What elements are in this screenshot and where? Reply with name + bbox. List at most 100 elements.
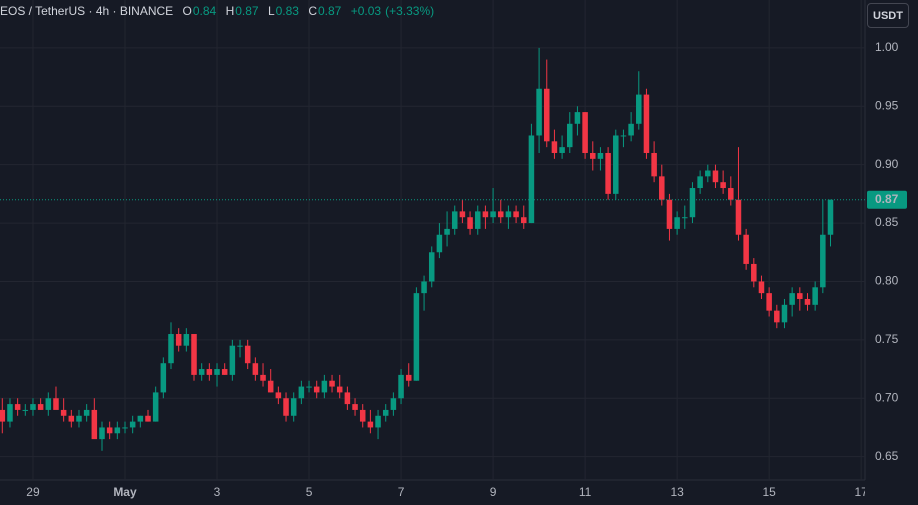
candle-body — [298, 386, 305, 399]
candle-body — [267, 380, 274, 393]
candle-body — [697, 176, 703, 189]
candle-body — [60, 409, 67, 416]
candle-body — [129, 421, 136, 428]
candle-body — [45, 398, 52, 410]
currency-button[interactable]: USDT — [867, 3, 909, 28]
candle-body — [76, 415, 82, 422]
candle-body — [789, 293, 795, 305]
candle-body — [474, 211, 481, 229]
candle-body — [283, 398, 289, 416]
candle-body — [198, 369, 205, 375]
open-label: O — [182, 4, 192, 18]
candle-body — [37, 404, 44, 410]
x-tick-label: 3 — [214, 485, 221, 499]
candle-body — [229, 345, 236, 375]
candle-body — [574, 112, 581, 124]
high-label: H — [225, 4, 235, 18]
candle-body — [643, 94, 650, 153]
y-tick-label: 0.90 — [875, 157, 899, 171]
candle-body — [398, 374, 404, 399]
legend-header: EOS / TetherUS · 4h · BINANCE O0.84 H0.8… — [0, 4, 440, 18]
candle-body — [145, 415, 151, 422]
candle-body — [344, 392, 351, 405]
candle-body — [735, 199, 742, 235]
candle-body — [405, 374, 412, 381]
y-tick-label: 0.85 — [875, 215, 899, 229]
candle-body — [613, 135, 619, 194]
candle-body — [221, 369, 228, 375]
last-price-box — [867, 190, 907, 209]
y-tick-label: 1.00 — [875, 40, 899, 54]
x-tick-label: 15 — [762, 485, 776, 499]
candle-body — [214, 369, 220, 375]
candle-body — [191, 334, 197, 375]
candle-body — [774, 310, 780, 323]
x-tick-label: 11 — [579, 485, 592, 499]
candle-body — [106, 427, 113, 434]
candle-body — [705, 170, 711, 177]
candle-body — [428, 252, 435, 282]
symbol: EOS / TetherUS · 4h · BINANCE — [0, 4, 174, 18]
x-tick-label: May — [113, 485, 137, 499]
low-value: 0.83 — [275, 4, 299, 18]
candle-body — [490, 211, 496, 218]
candle-body — [804, 298, 811, 305]
candle-body — [743, 234, 749, 264]
candle-body — [7, 404, 13, 422]
candle-body — [505, 211, 512, 218]
candle-body — [91, 409, 98, 440]
candle-body — [321, 380, 328, 393]
candle-body — [543, 88, 550, 142]
candle-body — [183, 334, 190, 346]
candle-body — [758, 281, 765, 294]
x-tick-label: 9 — [490, 485, 497, 499]
candle-body — [290, 398, 297, 416]
change: +0.03 — [350, 4, 382, 18]
candle-body — [536, 88, 542, 136]
candle-body — [451, 211, 458, 229]
candle-body — [137, 415, 144, 422]
x-tick-label: 5 — [306, 485, 313, 499]
candle-body — [22, 409, 29, 411]
candle-body — [528, 135, 535, 224]
candle-body — [390, 398, 397, 410]
candle-body — [444, 228, 450, 235]
close-label: C — [308, 4, 317, 18]
x-tick-label: 29 — [26, 485, 40, 499]
candle-body — [352, 404, 358, 410]
candle-body — [237, 345, 243, 347]
candle-body — [728, 188, 734, 200]
candle-body — [827, 199, 834, 235]
candle-body — [674, 217, 680, 229]
candle-body — [413, 293, 420, 381]
candle-body — [336, 386, 343, 393]
candle-body — [122, 427, 128, 429]
candle-body — [244, 345, 251, 364]
candle-body — [359, 409, 366, 422]
y-tick-label: 0.95 — [875, 98, 899, 112]
candle-body — [513, 211, 519, 218]
candle-body — [367, 421, 374, 428]
candle-body — [152, 392, 159, 422]
candle-body — [313, 386, 320, 393]
candle-body — [99, 427, 105, 440]
high-value: 0.87 — [235, 4, 259, 18]
candle-body — [636, 94, 642, 124]
candle-body — [175, 334, 182, 346]
y-tick-label: 0.75 — [875, 332, 899, 346]
candle-body — [651, 152, 657, 177]
candle-body — [459, 211, 466, 218]
low-label: L — [267, 4, 275, 18]
change-percent: (+3.33%) — [385, 4, 435, 18]
candle-body — [712, 170, 719, 183]
candle-body — [260, 374, 266, 381]
y-tick-label: 0.65 — [875, 449, 899, 463]
candle-body — [666, 199, 673, 229]
candle-body — [252, 363, 259, 375]
candle-body — [436, 234, 443, 253]
x-tick-label: 7 — [398, 485, 405, 499]
candle-body — [83, 409, 90, 416]
candle-body — [14, 404, 21, 410]
candle-body — [114, 427, 121, 434]
